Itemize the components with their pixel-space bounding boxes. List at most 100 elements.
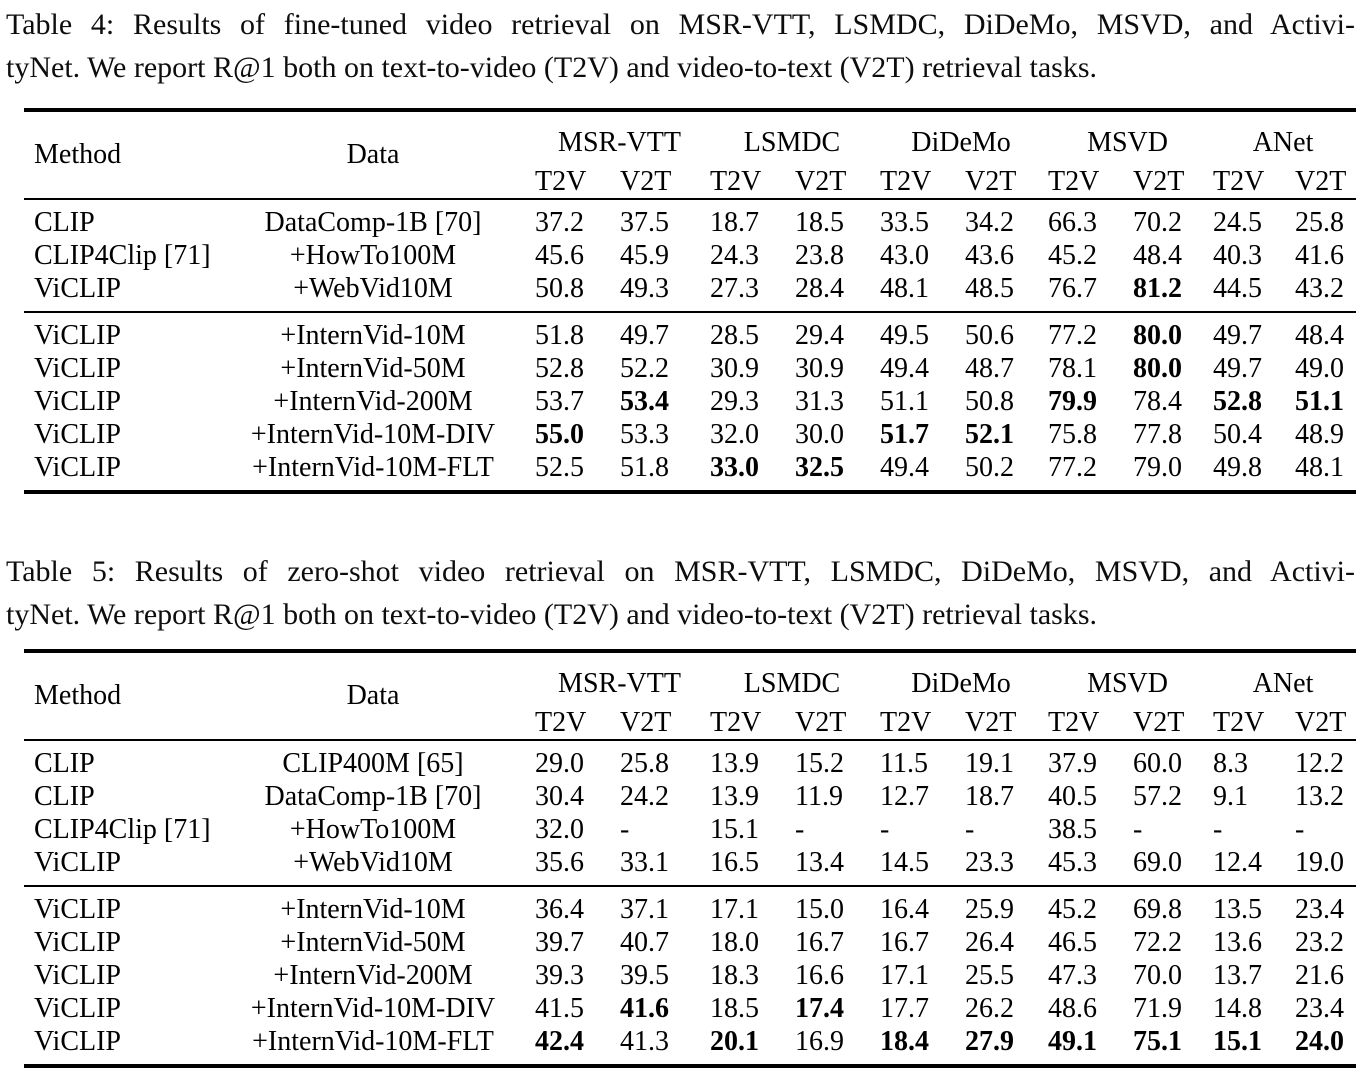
- group-header-row: Method Data MSR-VTT LSMDC DiDeMo MSVD ANet: [24, 651, 1356, 711]
- value-cell: 40.7: [620, 926, 669, 958]
- value-cell: 43.2: [1295, 272, 1345, 304]
- metric-header: V2T: [1295, 707, 1347, 738]
- value-cell: -: [1213, 813, 1223, 845]
- value-cell: 57.2: [1133, 780, 1183, 812]
- value-cell: 45.2: [1048, 239, 1098, 271]
- value-cell: 15.2: [795, 747, 844, 779]
- value-cell: 11.5: [880, 747, 928, 779]
- value-cell: 43.6: [965, 239, 1014, 271]
- value-cell: -: [620, 813, 630, 845]
- method-cell: ViCLIP: [34, 272, 121, 304]
- value-cell: 48.6: [1048, 992, 1098, 1024]
- benchmark-group-header: MSVD: [1087, 127, 1168, 158]
- value-cell: 51.8: [620, 451, 669, 483]
- benchmark-group-header: ANet: [1252, 668, 1314, 699]
- value-cell: 25.8: [620, 747, 669, 779]
- metric-header: T2V: [1048, 166, 1100, 197]
- value-cell: 18.4: [880, 1025, 929, 1057]
- value-cell: 52.8: [1213, 385, 1263, 417]
- value-cell: 35.6: [535, 846, 584, 878]
- value-cell: 12.4: [1213, 846, 1263, 878]
- value-cell: -: [1295, 813, 1305, 845]
- table-row: CLIP DataComp-1B [70] 30.4 24.2 13.9 11.9 12.7…: [24, 780, 1356, 813]
- value-cell: 21.6: [1295, 959, 1345, 991]
- value-cell: 33.1: [620, 846, 669, 878]
- value-cell: 41.6: [1295, 239, 1345, 271]
- table-row: ViCLIP +InternVid-10M-DIV 41.5 41.6 18.5 17.4…: [24, 992, 1356, 1025]
- internvid-block: ViCLIP +InternVid-10M 36.4 37.1 17.1 15.0 16.4…: [24, 886, 1357, 1066]
- value-cell: 15.0: [795, 893, 844, 925]
- value-cell: 23.8: [795, 239, 844, 271]
- value-cell: 49.7: [620, 319, 669, 351]
- metric-header-row: T2V V2T T2V V2T T2V V2T T2V V2T T2V V2T: [24, 707, 1356, 740]
- method-cell: CLIP: [34, 747, 95, 779]
- value-cell: 33.0: [710, 451, 759, 483]
- value-cell: -: [880, 813, 890, 845]
- value-cell: 24.0: [1295, 1025, 1345, 1057]
- metric-header: T2V: [535, 707, 587, 738]
- value-cell: 50.4: [1213, 418, 1263, 450]
- value-cell: 30.9: [710, 352, 759, 384]
- value-cell: 15.1: [710, 813, 759, 845]
- value-cell: 39.3: [535, 959, 584, 991]
- value-cell: 23.4: [1295, 893, 1345, 925]
- value-cell: 28.5: [710, 319, 759, 351]
- metric-header: V2T: [965, 166, 1017, 197]
- value-cell: 52.5: [535, 451, 584, 483]
- table-row: CLIP DataComp-1B [70] 37.2 37.5 18.7 18.5 33.5…: [24, 199, 1356, 239]
- data-cell: +WebVid10M: [293, 272, 453, 304]
- benchmark-group-header: MSR-VTT: [558, 668, 681, 699]
- baseline-block: CLIP DataComp-1B [70] 37.2 37.5 18.7 18.5 33.5…: [24, 199, 1356, 312]
- value-cell: 45.9: [620, 239, 669, 271]
- value-cell: 14.8: [1213, 992, 1263, 1024]
- table-header: Method Data MSR-VTT LSMDC DiDeMo MSVD ANet T…: [24, 651, 1357, 740]
- metric-header: T2V: [880, 166, 932, 197]
- value-cell: 30.9: [795, 352, 844, 384]
- value-cell: 51.7: [880, 418, 929, 450]
- method-cell: ViCLIP: [34, 451, 121, 483]
- value-cell: 24.2: [620, 780, 669, 812]
- value-cell: 70.0: [1133, 959, 1183, 991]
- method-cell: ViCLIP: [34, 319, 121, 351]
- value-cell: 70.2: [1133, 206, 1183, 238]
- value-cell: 75.1: [1133, 1025, 1183, 1057]
- value-cell: 29.3: [710, 385, 759, 417]
- value-cell: 50.2: [965, 451, 1014, 483]
- value-cell: 32.0: [535, 813, 584, 845]
- value-cell: 13.9: [710, 780, 759, 812]
- value-cell: 52.2: [620, 352, 669, 384]
- data-cell: DataComp-1B [70]: [264, 780, 482, 812]
- method-cell: ViCLIP: [34, 959, 121, 991]
- value-cell: -: [965, 813, 975, 845]
- value-cell: 79.9: [1048, 385, 1098, 417]
- data-cell: +InternVid-10M: [280, 319, 466, 351]
- value-cell: 52.8: [535, 352, 584, 384]
- value-cell: 51.8: [535, 319, 584, 351]
- value-cell: 78.1: [1048, 352, 1098, 384]
- table-row: ViCLIP +WebVid10M 50.8 49.3 27.3 28.4 48.1 48.5…: [24, 272, 1356, 312]
- value-cell: 76.7: [1048, 272, 1098, 304]
- value-cell: 12.2: [1295, 747, 1345, 779]
- value-cell: 42.4: [535, 1025, 584, 1057]
- value-cell: 48.5: [965, 272, 1014, 304]
- table4-caption: Table 4: Results of fine-tuned video ret…: [6, 3, 1355, 89]
- value-cell: 16.9: [795, 1025, 844, 1057]
- value-cell: 43.0: [880, 239, 929, 271]
- data-cell: +InternVid-50M: [280, 352, 466, 384]
- value-cell: 23.3: [965, 846, 1014, 878]
- value-cell: 31.3: [795, 385, 844, 417]
- value-cell: 29.0: [535, 747, 584, 779]
- value-cell: 49.8: [1213, 451, 1263, 483]
- data-cell: +InternVid-10M-DIV: [250, 992, 496, 1024]
- value-cell: 8.3: [1213, 747, 1249, 779]
- table-row: CLIP4Clip [71] +HowTo100M 45.6 45.9 24.3 23.8…: [24, 239, 1356, 272]
- value-cell: 48.1: [1295, 451, 1345, 483]
- metric-header: T2V: [710, 707, 762, 738]
- value-cell: 29.4: [795, 319, 844, 351]
- value-cell: 52.1: [965, 418, 1014, 450]
- table-row: CLIP CLIP400M [65] 29.0 25.8 13.9 15.2 11.5 19.…: [24, 740, 1356, 780]
- internvid-block: ViCLIP +InternVid-10M 51.8 49.7 28.5 29.4 49.5…: [24, 312, 1357, 492]
- table-row: ViCLIP +InternVid-50M 39.7 40.7 18.0 16.7 16.7…: [24, 926, 1356, 959]
- value-cell: 30.0: [795, 418, 844, 450]
